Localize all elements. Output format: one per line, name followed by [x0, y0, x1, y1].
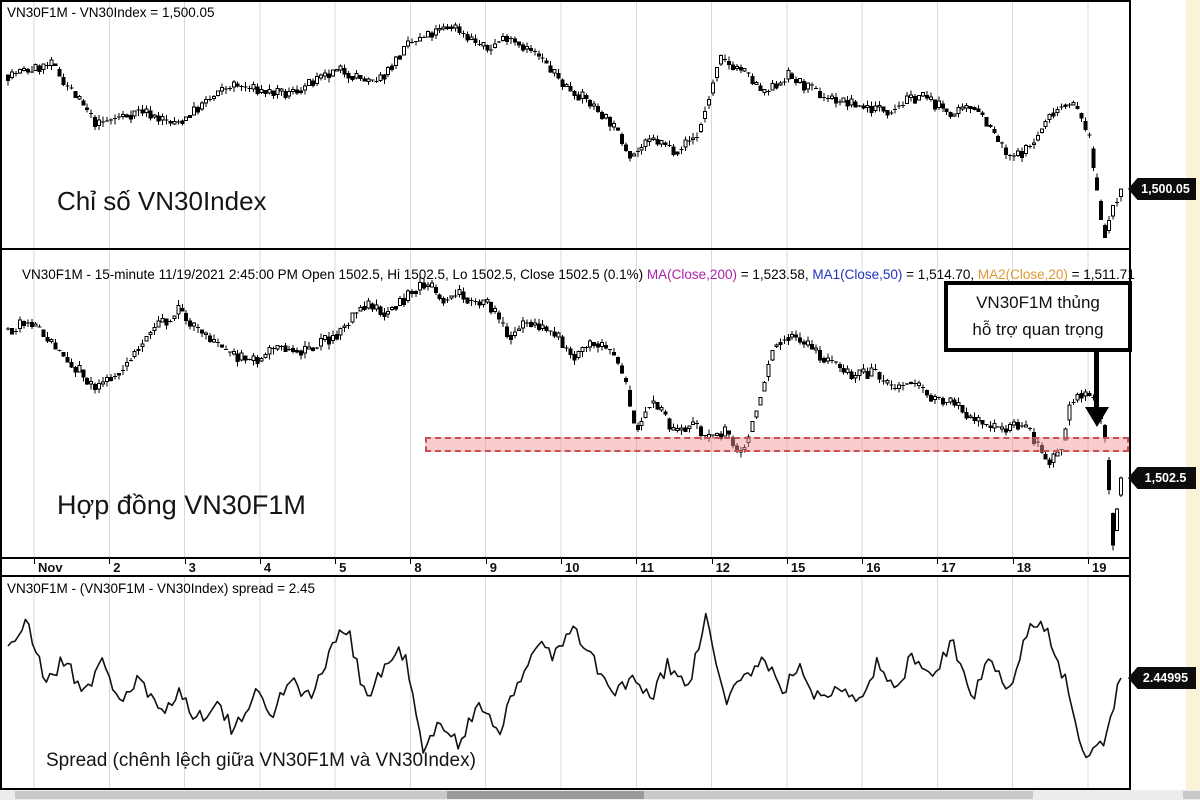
futures-last-price-tag: 1,502.5 [1128, 467, 1196, 489]
index-last-price-tag: 1,500.05 [1128, 178, 1196, 200]
spread-line-chart[interactable] [0, 577, 1131, 790]
futures-panel-title: VN30F1M - 15-minute 11/19/2021 2:45:00 P… [7, 252, 1135, 297]
x-axis-tick [184, 559, 186, 564]
annotation-line2: hỗ trợ quan trọng [972, 319, 1104, 339]
ma2-label: MA2(Close,20) [977, 267, 1068, 282]
x-axis-label: 19 [1092, 560, 1107, 575]
x-axis-label: 12 [715, 560, 731, 575]
x-axis-tick [259, 559, 261, 564]
down-arrowhead-icon [1085, 407, 1109, 427]
x-axis-tick [485, 559, 487, 564]
left-border [0, 0, 2, 790]
futures-title-ohlc: VN30F1M - 15-minute 11/19/2021 2:45:00 P… [22, 267, 647, 282]
x-axis-label: 10 [565, 560, 580, 575]
ma1-label: MA1(Close,50) [812, 267, 903, 282]
x-axis-label: 8 [414, 560, 422, 575]
futures-panel-label: Hợp đồng VN30F1M [57, 490, 306, 520]
x-axis-label: 15 [790, 560, 806, 575]
support-zone-highlight [425, 437, 1129, 452]
x-axis-label: 17 [941, 560, 956, 575]
ma200-value: = 1,523.58, [736, 267, 813, 282]
x-axis-label: 16 [866, 560, 881, 575]
ma1-value: = 1,514.70, [902, 267, 978, 282]
ma2-value: = 1,511.71 [1067, 267, 1135, 282]
x-axis-label: 9 [489, 560, 497, 575]
right-border [1129, 0, 1131, 790]
x-axis-tick [937, 559, 939, 564]
x-axis-tick [862, 559, 864, 564]
x-axis-tick [711, 559, 713, 564]
x-axis-label: 18 [1016, 560, 1032, 575]
x-axis-tick [636, 559, 638, 564]
x-axis-tick [1088, 559, 1089, 564]
x-axis-label: 3 [188, 560, 196, 575]
x-axis-tick [109, 559, 111, 564]
candlestick-chart-vn30index[interactable] [0, 0, 1131, 250]
candlestick-chart-vn30f1m[interactable] [0, 250, 1131, 557]
x-axis-tick [410, 559, 412, 564]
scrollbar-thumb[interactable] [447, 791, 644, 799]
scrollbar-right-segment[interactable] [1183, 791, 1200, 799]
panel-separator [0, 248, 1131, 250]
ma200-label: MA(Close,200) [646, 267, 737, 282]
x-axis-label: 2 [113, 560, 121, 575]
x-axis-tick [561, 559, 562, 564]
horizontal-scrollbar[interactable] [0, 790, 1200, 800]
x-axis-label: 4 [263, 560, 272, 575]
x-axis-tick [335, 559, 337, 564]
spread-last-price-tag: 2.44995 [1128, 667, 1196, 689]
annotation-box: VN30F1M thủng hỗ trợ quan trọng [944, 281, 1132, 352]
x-axis-label: Nov [38, 560, 63, 575]
spread-panel-label: Spread (chênh lệch giữa VN30F1M và VN30I… [46, 750, 476, 771]
x-axis-tick [786, 559, 788, 564]
x-axis: Nov 2 3 4 5 8 9 10 11 12 15 16 17 18 19 [0, 557, 1131, 577]
x-axis-label: 5 [339, 560, 347, 575]
top-border [0, 0, 1131, 2]
bottom-border [0, 788, 1131, 790]
annotation-line1: VN30F1M thủng [976, 293, 1100, 313]
x-axis-label: 11 [640, 560, 655, 575]
spread-panel-title: VN30F1M - (VN30F1M - VN30Index) spread =… [7, 581, 316, 596]
x-axis-tick [34, 559, 35, 564]
index-panel-title: VN30F1M - VN30Index = 1,500.05 [7, 5, 215, 20]
down-arrow-icon [1094, 352, 1099, 408]
x-axis-tick [1012, 559, 1014, 564]
index-panel-label: Chỉ số VN30Index [57, 186, 267, 216]
